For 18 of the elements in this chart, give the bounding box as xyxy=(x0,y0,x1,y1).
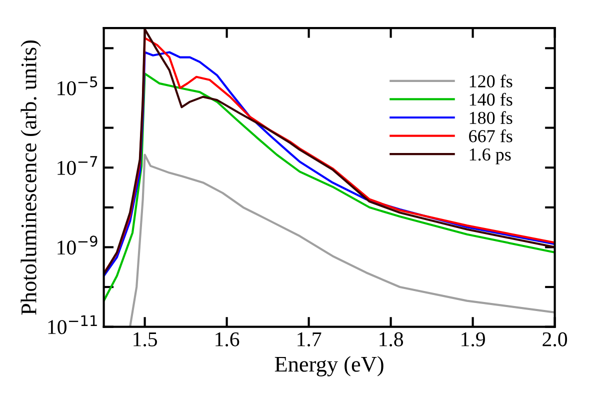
x-tick-label: 1.5 xyxy=(134,332,158,346)
legend-label: 120 fs xyxy=(470,74,512,88)
y-tick-label: 10$^{−11}$ xyxy=(48,315,97,334)
legend-label: 1.6 ps xyxy=(470,148,511,164)
x-tick-label: 1.9 xyxy=(462,332,485,346)
x-tick-label: 1.7 xyxy=(298,332,322,346)
legend-label: 180 fs xyxy=(470,111,512,124)
y-axis-title: Photoluminescence (arb. units) xyxy=(20,40,41,315)
legend-label: 140 fs xyxy=(470,92,512,106)
legend-label: 667 fs xyxy=(469,129,512,142)
x-axis-title: Energy (eV) xyxy=(274,356,384,376)
line-series xyxy=(104,72,555,302)
y-tick-label: 10$^{−7}$ xyxy=(58,156,98,175)
y-tick-label: 10$^{−9}$ xyxy=(58,236,98,255)
x-tick-label: 2.0 xyxy=(542,332,568,346)
x-tick-label: 1.8 xyxy=(380,332,404,346)
y-tick-label: 10$^{−5}$ xyxy=(58,76,98,96)
x-tick-label: 1.6 xyxy=(216,332,240,346)
